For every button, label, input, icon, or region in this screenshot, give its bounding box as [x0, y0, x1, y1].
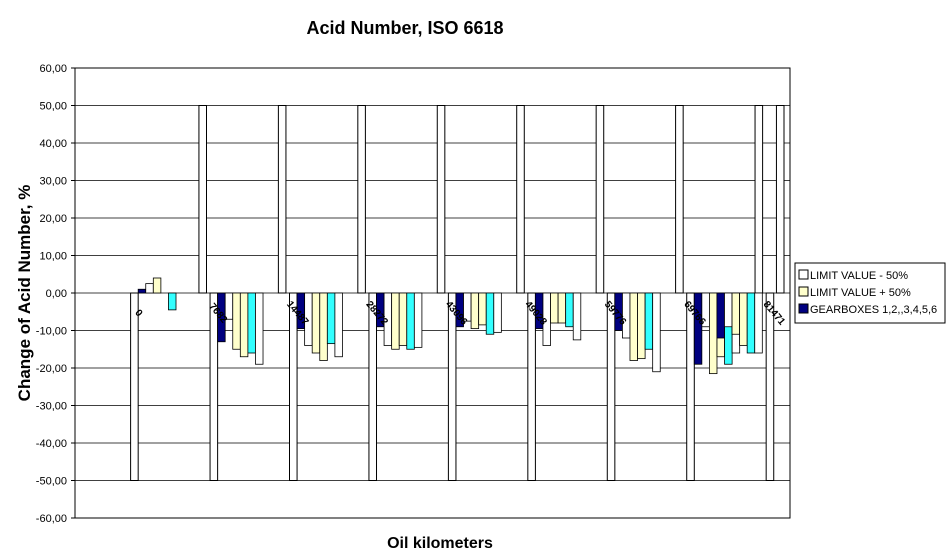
- y-tick-label: 30,00: [39, 176, 67, 188]
- y-tick-label: 40,00: [39, 138, 67, 150]
- y-tick-label: 20,00: [39, 213, 67, 225]
- y-axis-title: Change of Acid Number, %: [15, 185, 34, 402]
- y-tick-label: -30,00: [36, 401, 67, 413]
- gearbox-bar: [746, 292, 756, 354]
- gearbox-bar: [326, 292, 336, 345]
- limit-plus-50-bar: [357, 105, 366, 294]
- limit-minus-50-bar: [209, 292, 219, 481]
- gearbox-bar: [247, 292, 256, 354]
- limit-plus-50-bar: [754, 105, 764, 294]
- gearbox-bar: [716, 292, 725, 339]
- gearbox-bar: [572, 292, 582, 341]
- gearbox-bar: [334, 292, 343, 358]
- gearbox-bar: [319, 292, 328, 361]
- y-tick-label: 60,00: [39, 63, 67, 75]
- y-tick-label: -20,00: [36, 363, 67, 375]
- gearbox-bar: [557, 292, 567, 324]
- limit-minus-50-bar: [686, 292, 695, 481]
- limit-minus-50-bar: [765, 292, 775, 481]
- y-tick-label: -60,00: [36, 513, 67, 525]
- gridlines: [75, 105, 790, 481]
- legend-box: [794, 262, 946, 324]
- limit-plus-50-bar: [277, 105, 287, 294]
- gearbox-bar: [709, 292, 718, 375]
- gearbox-bar: [137, 288, 147, 294]
- gearbox-bar: [311, 292, 321, 354]
- gearbox-bar: [391, 292, 400, 350]
- legend-label: LIMIT VALUE - 50%: [810, 270, 908, 282]
- limit-plus-50-bar: [595, 105, 605, 294]
- limit-plus-50-bar: [198, 105, 207, 294]
- y-tick-label: -50,00: [36, 476, 67, 488]
- gearbox-bar: [168, 292, 177, 311]
- y-axis-ticks: 60,00 50,00 40,00 30,00 20,00 10,00 0,00 -10,00…: [36, 63, 75, 525]
- gearbox-bar: [239, 292, 249, 358]
- gearbox-bar: [693, 292, 703, 365]
- gearbox-bar: [470, 292, 480, 330]
- legend-swatch: [798, 286, 809, 297]
- gearbox-bar: [145, 283, 154, 294]
- limit-minus-50-bar: [289, 292, 298, 481]
- limit-minus-50-bar: [527, 292, 536, 481]
- y-tick-label: 0,00: [46, 288, 67, 300]
- gearbox-bar: [637, 292, 646, 360]
- gearbox-bar: [629, 292, 638, 361]
- legend-label: LIMIT VALUE + 50%: [810, 287, 911, 299]
- bars: [130, 105, 785, 481]
- x-axis-title: Oil kilometers: [387, 535, 493, 552]
- gearbox-bar: [232, 292, 241, 350]
- y-tick-label: 50,00: [39, 101, 67, 113]
- gearbox-bar: [754, 292, 763, 354]
- gearbox-bar: [478, 292, 487, 326]
- y-tick-label: -10,00: [36, 326, 67, 338]
- legend: LIMIT VALUE - 50% LIMIT VALUE + 50% GEARBO…: [794, 262, 946, 324]
- legend-swatch: [798, 303, 809, 314]
- limit-plus-50-bar: [775, 105, 785, 294]
- gearbox-bar: [485, 292, 495, 335]
- y-tick-label: -40,00: [36, 438, 67, 450]
- legend-swatch: [798, 269, 809, 280]
- gearbox-bar: [724, 292, 733, 328]
- gearbox-bar: [152, 277, 162, 294]
- y-tick-label: 10,00: [39, 251, 67, 263]
- limit-minus-50-bar: [606, 292, 616, 481]
- gearbox-bar: [406, 292, 415, 350]
- gearbox-bar: [739, 292, 748, 346]
- gearbox-bar: [644, 292, 654, 350]
- gearbox-bar: [255, 292, 264, 365]
- gearbox-bar: [652, 292, 661, 373]
- category-label: 0: [132, 308, 144, 320]
- gearbox-bar: [413, 292, 423, 348]
- gearbox-bar: [493, 292, 502, 333]
- limit-minus-50-bar: [130, 292, 139, 481]
- gearbox-bar: [731, 292, 741, 335]
- limit-minus-50-bar: [368, 292, 378, 481]
- gearbox-bar: [565, 292, 574, 328]
- limit-plus-50-bar: [436, 105, 446, 294]
- chart-title: Acid Number, ISO 6618: [306, 18, 503, 38]
- legend-label: GEARBOXES 1,2,,3,4,5,6: [810, 304, 937, 316]
- limit-plus-50-bar: [675, 105, 684, 294]
- limit-plus-50-bar: [516, 105, 525, 294]
- gearbox-bar: [398, 292, 408, 346]
- gearbox-bar: [550, 292, 559, 324]
- limit-minus-50-bar: [447, 292, 457, 481]
